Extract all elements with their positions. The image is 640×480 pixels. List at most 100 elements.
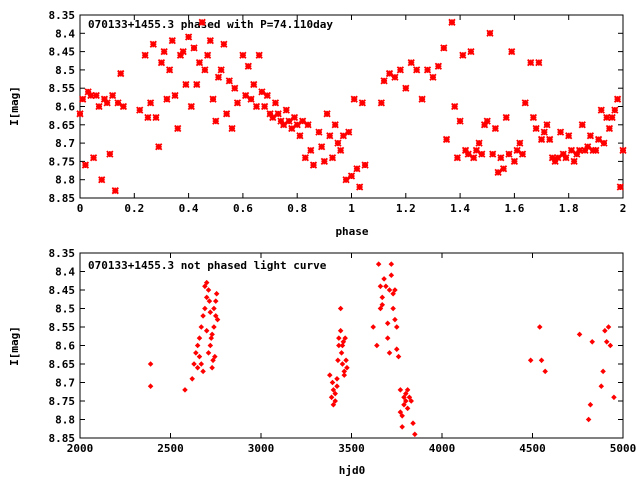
data-point (535, 58, 543, 67)
y-tick-label: 8.85 (49, 432, 76, 445)
data-point (358, 99, 366, 107)
x-tick-label: 0.8 (287, 202, 307, 215)
y-tick-label: 8.6 (55, 340, 75, 353)
data-point (176, 51, 185, 59)
data-point (402, 84, 410, 92)
data-point (392, 316, 398, 323)
data-point (309, 161, 318, 169)
data-point (334, 383, 340, 389)
data-point (570, 157, 578, 166)
y-tick-label: 8.65 (49, 358, 76, 371)
data-point (594, 135, 603, 144)
data-point (117, 69, 125, 78)
x-tick-label: 1.6 (504, 202, 524, 215)
data-point (212, 313, 219, 319)
tick-group: 0 0.2 0.4 0.6 0.8 1 1.2 1.4 1.6 1.8 2 8.35 8.4 8.45 8.… (49, 9, 627, 215)
data-point (198, 361, 205, 367)
data-point (203, 327, 210, 334)
data-point (404, 405, 411, 412)
data-point-group (76, 18, 627, 195)
data-point (536, 324, 543, 330)
data-point (271, 99, 280, 107)
y-tick-label: 8.5 (55, 303, 75, 316)
data-point (84, 88, 92, 96)
data-point (567, 146, 576, 155)
data-point (605, 324, 612, 330)
data-point (456, 117, 464, 125)
x-axis-label: phase (335, 225, 368, 238)
data-point (383, 283, 389, 290)
data-point (163, 95, 171, 103)
data-point (396, 66, 405, 74)
data-point (361, 161, 369, 169)
data-point (250, 80, 258, 89)
data-point (81, 161, 90, 169)
data-point (486, 29, 494, 37)
data-point (350, 95, 358, 103)
x-tick-label: 2 (620, 202, 627, 215)
x-tick-label: 4000 (429, 442, 456, 455)
data-point (576, 331, 583, 338)
data-point (611, 394, 617, 401)
data-point (608, 113, 616, 122)
data-point (334, 376, 340, 382)
data-point (489, 150, 497, 158)
data-point (332, 398, 338, 404)
data-point (212, 298, 219, 304)
data-point (213, 290, 220, 297)
data-point (616, 183, 624, 191)
data-point (393, 324, 400, 330)
data-point (331, 121, 339, 129)
data-point (554, 154, 562, 162)
data-point (516, 139, 524, 147)
data-point (255, 51, 263, 59)
data-point (114, 99, 122, 107)
data-point (206, 36, 214, 45)
data-point (377, 305, 384, 312)
data-point (293, 121, 301, 129)
y-tick-label: 8.55 (49, 321, 76, 334)
data-point (375, 261, 382, 267)
data-point (341, 372, 348, 378)
x-tick-label: 1.4 (450, 202, 470, 215)
data-point (442, 135, 451, 144)
data-point (217, 66, 225, 74)
data-point (214, 73, 223, 81)
data-point (92, 91, 100, 100)
y-tick-label: 8.5 (55, 64, 75, 77)
data-point (611, 106, 619, 114)
data-point (538, 357, 545, 364)
data-point (603, 113, 611, 122)
data-point (207, 309, 214, 315)
data-point (182, 80, 190, 89)
data-point (335, 357, 341, 364)
data-point (401, 394, 407, 401)
data-point (338, 350, 345, 356)
data-point (196, 335, 203, 341)
data-point (200, 368, 206, 375)
phased-light-curve-panel: 070133+1455.3 phased with P=74.110day ph… (8, 9, 627, 238)
data-point (209, 95, 217, 103)
data-point (464, 150, 472, 158)
data-point (193, 80, 201, 89)
data-point (483, 117, 491, 125)
data-point (205, 287, 212, 293)
data-point (209, 331, 215, 338)
data-point (277, 117, 285, 125)
data-point (370, 324, 376, 330)
data-point (171, 91, 179, 100)
data-point (546, 135, 554, 144)
data-point (194, 342, 201, 349)
data-point (187, 102, 195, 111)
data-point (160, 47, 168, 56)
data-point (100, 95, 109, 103)
data-point (211, 305, 217, 312)
y-tick-label: 8.75 (49, 155, 76, 168)
data-point (301, 154, 309, 162)
data-point (600, 368, 606, 375)
data-point (152, 113, 160, 122)
data-point (390, 305, 396, 312)
data-point (147, 361, 154, 367)
data-point (320, 157, 328, 166)
